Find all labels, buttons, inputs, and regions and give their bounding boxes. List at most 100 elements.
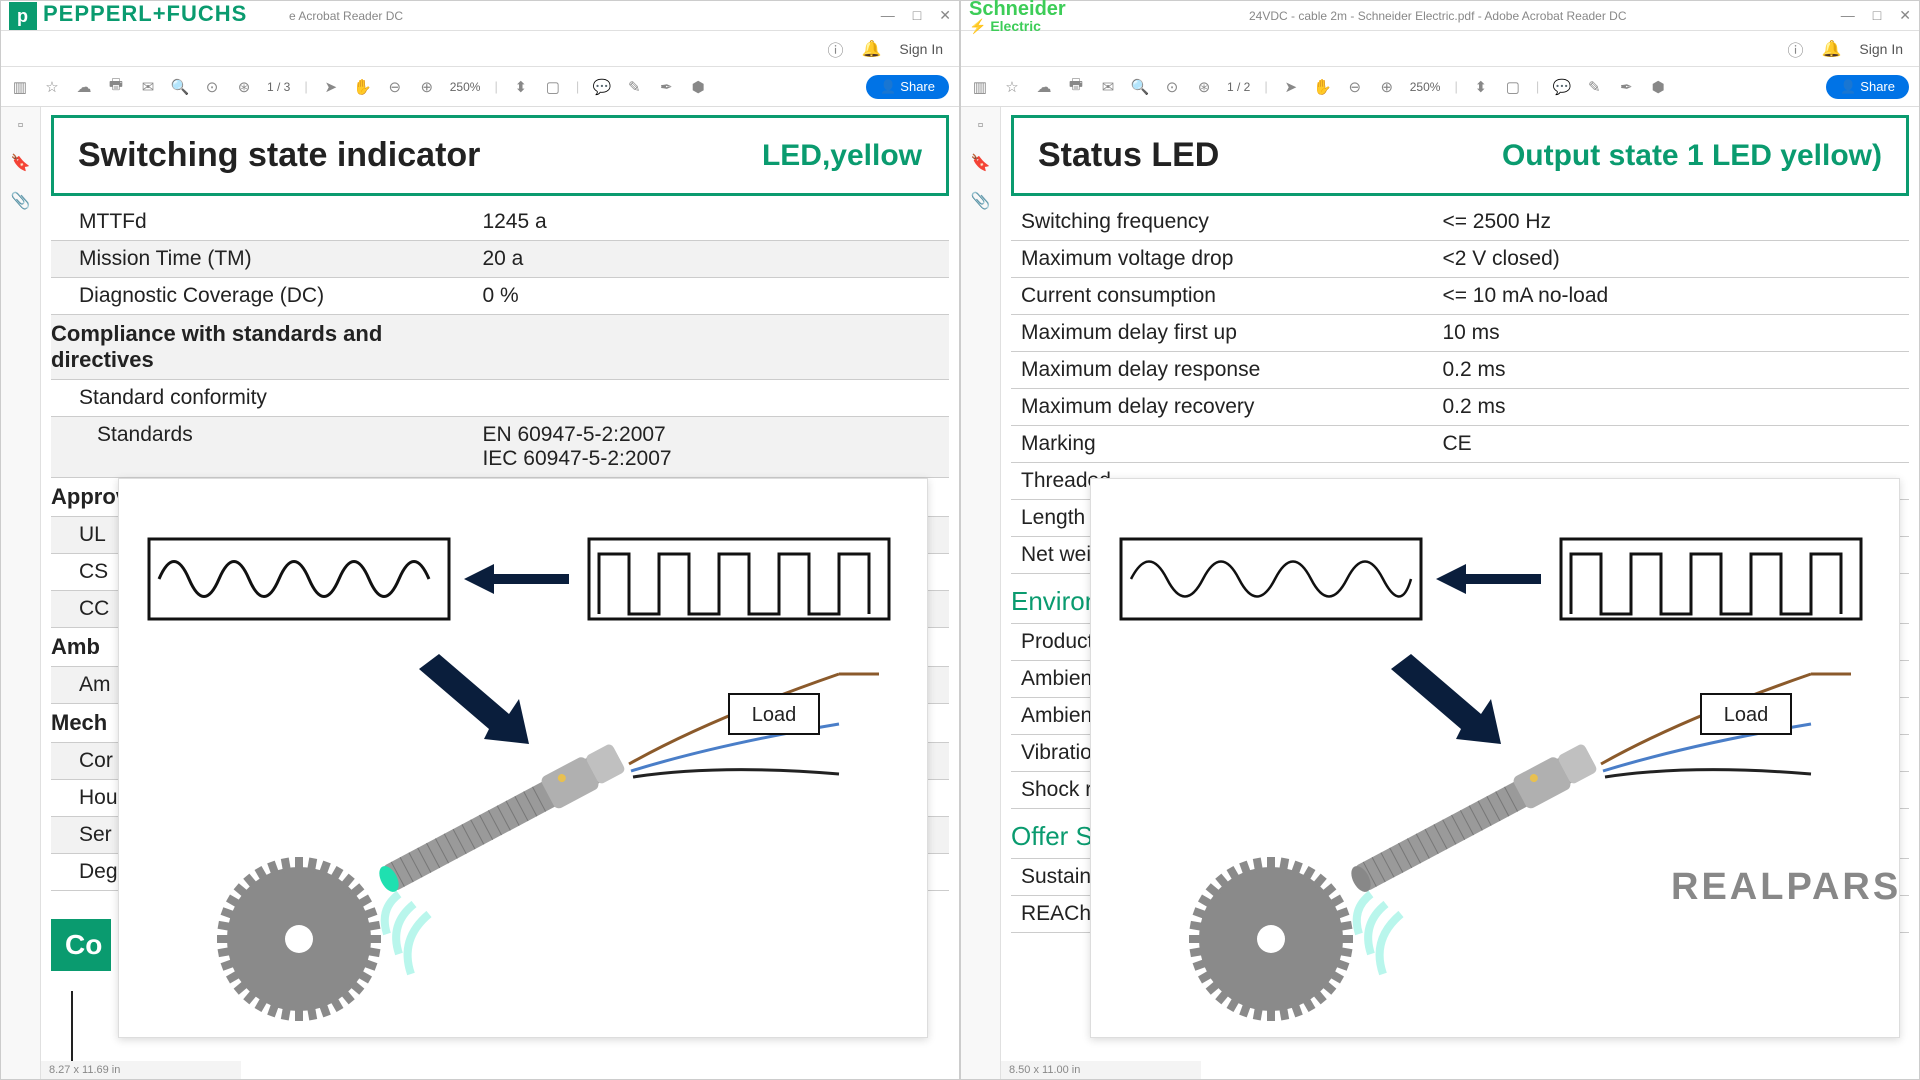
page-dimensions: 8.50 x 11.00 in bbox=[1001, 1061, 1201, 1079]
sign-in-link[interactable]: Sign In bbox=[1859, 41, 1903, 57]
table-row: MarkingCE bbox=[1011, 426, 1909, 463]
help-icon[interactable]: ⓘ bbox=[827, 37, 843, 61]
toolbar: ▥ ☆ ☁ 🖶 ✉ 🔍 ⊙ ⊛ 1 / 3 | ➤ ✋ ⊖ ⊕ 250% | ⬍… bbox=[1, 67, 959, 107]
hand-icon[interactable]: ✋ bbox=[1314, 78, 1332, 96]
load-label: Load bbox=[752, 704, 797, 726]
cloud-icon[interactable]: ☁ bbox=[1035, 78, 1053, 96]
search-icon[interactable]: 🔍 bbox=[1131, 78, 1149, 96]
menubar: ⓘ 🔔 Sign In bbox=[1, 31, 959, 67]
comment-icon[interactable]: 💬 bbox=[593, 78, 611, 96]
zoom-out-icon[interactable]: ⊖ bbox=[386, 78, 404, 96]
close-button[interactable]: ✕ bbox=[1899, 7, 1911, 24]
cloud-icon[interactable]: ☁ bbox=[75, 78, 93, 96]
help-icon[interactable]: ⓘ bbox=[1787, 37, 1803, 61]
star-icon[interactable]: ☆ bbox=[1003, 78, 1021, 96]
toolbar: ▥ ☆ ☁ 🖶 ✉ 🔍 ⊙ ⊛ 1 / 2 | ➤ ✋ ⊖ ⊕ 250% | ⬍… bbox=[961, 67, 1919, 107]
schneider-logo: Schneider ⚡ Electric bbox=[969, 0, 1249, 33]
sidebar-toggle-icon[interactable]: ▥ bbox=[971, 78, 989, 96]
spec-header: Switching state indicator LED,yellow bbox=[51, 115, 949, 196]
left-rail: ▫ 🔖 📎 bbox=[961, 107, 1001, 1079]
print-icon[interactable]: 🖶 bbox=[107, 78, 125, 96]
prev-page-icon[interactable]: ⊙ bbox=[203, 78, 221, 96]
maximize-button[interactable]: □ bbox=[913, 7, 921, 24]
spec-header-left: Switching state indicator bbox=[78, 136, 480, 175]
hand-icon[interactable]: ✋ bbox=[354, 78, 372, 96]
table-row: Switching frequency<= 2500 Hz bbox=[1011, 204, 1909, 241]
next-page-icon[interactable]: ⊛ bbox=[235, 78, 253, 96]
fit-page-icon[interactable]: ▢ bbox=[544, 78, 562, 96]
table-row: Maximum voltage drop<2 V closed) bbox=[1011, 241, 1909, 278]
share-button[interactable]: 👤 Share bbox=[866, 75, 949, 99]
highlight-icon[interactable]: ✎ bbox=[1585, 78, 1603, 96]
stamp-icon[interactable]: ⬢ bbox=[689, 78, 707, 96]
zoom-in-icon[interactable]: ⊕ bbox=[418, 78, 436, 96]
thumbnails-icon[interactable]: ▫ bbox=[18, 117, 24, 135]
window-controls: — □ ✕ bbox=[881, 7, 951, 24]
svg-text:Load: Load bbox=[1724, 704, 1769, 726]
spec-header-right: LED,yellow bbox=[762, 139, 922, 173]
window-controls: — □ ✕ bbox=[1841, 7, 1911, 24]
notifications-icon[interactable]: 🔔 bbox=[861, 39, 881, 59]
connection-heading: Co bbox=[51, 919, 111, 971]
highlight-icon[interactable]: ✎ bbox=[625, 78, 643, 96]
sensor-diagram-left: Load bbox=[118, 478, 928, 1038]
table-row: Standard conformity bbox=[51, 380, 949, 417]
window-title: e Acrobat Reader DC bbox=[289, 9, 881, 23]
table-row: Maximum delay recovery0.2 ms bbox=[1011, 389, 1909, 426]
fit-width-icon[interactable]: ⬍ bbox=[512, 78, 530, 96]
sign-in-link[interactable]: Sign In bbox=[899, 41, 943, 57]
comment-icon[interactable]: 💬 bbox=[1553, 78, 1571, 96]
page-indicator: 1 / 2 bbox=[1227, 80, 1250, 94]
page-dimensions: 8.27 x 11.69 in bbox=[41, 1061, 241, 1079]
star-icon[interactable]: ☆ bbox=[43, 78, 61, 96]
zoom-level[interactable]: 250% bbox=[1410, 80, 1441, 94]
maximize-button[interactable]: □ bbox=[1873, 7, 1881, 24]
stamp-icon[interactable]: ⬢ bbox=[1649, 78, 1667, 96]
spec-header-right: Output state 1 LED yellow) bbox=[1502, 139, 1882, 173]
left-rail: ▫ 🔖 📎 bbox=[1, 107, 41, 1079]
sensor-diagram-right: Load REALPARS bbox=[1090, 478, 1900, 1038]
table-row: StandardsEN 60947-5-2:2007 IEC 60947-5-2… bbox=[51, 417, 949, 478]
table-row: MTTFd1245 a bbox=[51, 204, 949, 241]
table-row: Mission Time (TM)20 a bbox=[51, 241, 949, 278]
email-icon[interactable]: ✉ bbox=[139, 78, 157, 96]
table-row: Current consumption<= 10 mA no-load bbox=[1011, 278, 1909, 315]
table-row: Maximum delay first up10 ms bbox=[1011, 315, 1909, 352]
prev-page-icon[interactable]: ⊙ bbox=[1163, 78, 1181, 96]
pepperl-fuchs-logo: pPEPPERL+FUCHS bbox=[9, 1, 289, 29]
bookmark-icon[interactable]: 🔖 bbox=[11, 153, 31, 173]
search-icon[interactable]: 🔍 bbox=[171, 78, 189, 96]
sign-icon[interactable]: ✒ bbox=[657, 78, 675, 96]
attachments-icon[interactable]: 📎 bbox=[971, 191, 991, 211]
titlebar: Schneider ⚡ Electric 24VDC - cable 2m - … bbox=[961, 1, 1919, 31]
sidebar-toggle-icon[interactable]: ▥ bbox=[11, 78, 29, 96]
print-icon[interactable]: 🖶 bbox=[1067, 78, 1085, 96]
pointer-icon[interactable]: ➤ bbox=[1282, 78, 1300, 96]
table-row: Compliance with standards and directives bbox=[51, 315, 949, 380]
spec-header: Status LED Output state 1 LED yellow) bbox=[1011, 115, 1909, 196]
sign-icon[interactable]: ✒ bbox=[1617, 78, 1635, 96]
email-icon[interactable]: ✉ bbox=[1099, 78, 1117, 96]
zoom-in-icon[interactable]: ⊕ bbox=[1378, 78, 1396, 96]
zoom-level[interactable]: 250% bbox=[450, 80, 481, 94]
pointer-icon[interactable]: ➤ bbox=[322, 78, 340, 96]
table-row: Maximum delay response0.2 ms bbox=[1011, 352, 1909, 389]
zoom-out-icon[interactable]: ⊖ bbox=[1346, 78, 1364, 96]
thumbnails-icon[interactable]: ▫ bbox=[978, 117, 984, 135]
notifications-icon[interactable]: 🔔 bbox=[1821, 39, 1841, 59]
table-row: Diagnostic Coverage (DC)0 % bbox=[51, 278, 949, 315]
minimize-button[interactable]: — bbox=[881, 7, 895, 24]
realpars-brand: REALPARS bbox=[1671, 866, 1901, 908]
fit-page-icon[interactable]: ▢ bbox=[1504, 78, 1522, 96]
page-indicator: 1 / 3 bbox=[267, 80, 290, 94]
titlebar: pPEPPERL+FUCHS e Acrobat Reader DC — □ ✕ bbox=[1, 1, 959, 31]
share-button[interactable]: 👤 Share bbox=[1826, 75, 1909, 99]
next-page-icon[interactable]: ⊛ bbox=[1195, 78, 1213, 96]
close-button[interactable]: ✕ bbox=[939, 7, 951, 24]
attachments-icon[interactable]: 📎 bbox=[11, 191, 31, 211]
minimize-button[interactable]: — bbox=[1841, 7, 1855, 24]
fit-width-icon[interactable]: ⬍ bbox=[1472, 78, 1490, 96]
bookmark-icon[interactable]: 🔖 bbox=[971, 153, 991, 173]
window-title: 24VDC - cable 2m - Schneider Electric.pd… bbox=[1249, 9, 1841, 23]
menubar: ⓘ 🔔 Sign In bbox=[961, 31, 1919, 67]
